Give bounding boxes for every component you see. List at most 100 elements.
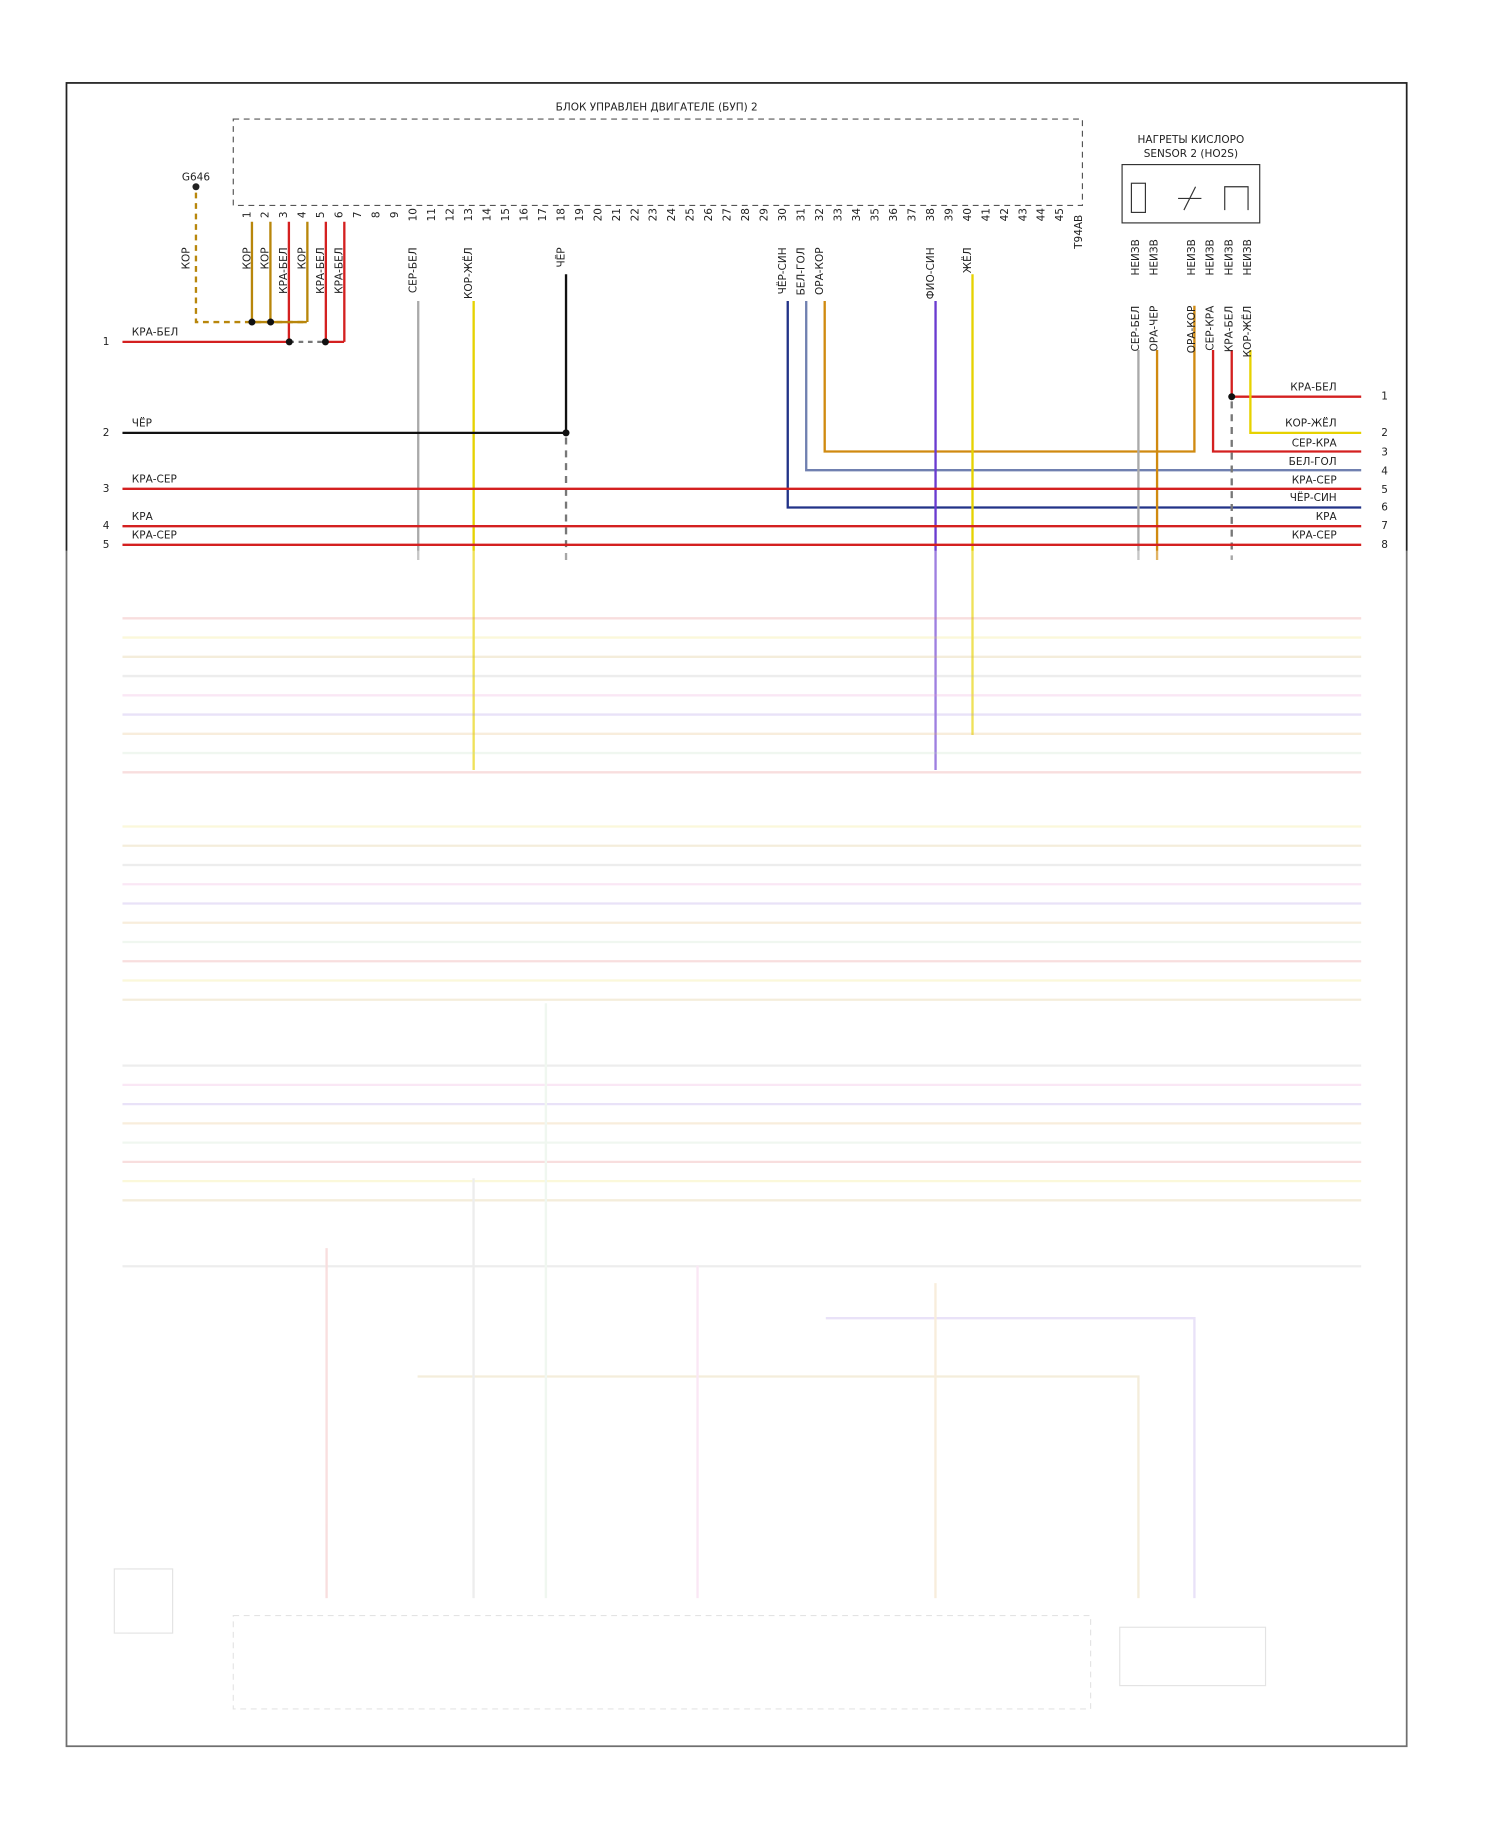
pin-number: 13 xyxy=(463,208,475,221)
pin-number: 29 xyxy=(759,208,771,221)
pin-number: 30 xyxy=(777,208,789,221)
pin-number: 21 xyxy=(611,208,623,221)
wire-label: СЕР-БЕЛ xyxy=(1130,306,1142,352)
connector-pin: 8 xyxy=(1381,539,1388,551)
splice xyxy=(285,338,293,346)
pin-number: 7 xyxy=(352,211,364,218)
connector-pin: 2 xyxy=(1381,427,1388,439)
pin-number: 2 xyxy=(260,211,272,218)
pin-number: 33 xyxy=(833,208,845,221)
pin-number: 32 xyxy=(814,208,826,221)
sensor-pin: НЕИЗВ xyxy=(1149,239,1161,275)
ecu-box xyxy=(232,118,1084,206)
blur-overlay xyxy=(64,550,1429,1764)
wire-label: КОР xyxy=(260,247,272,269)
wire-label: КОР xyxy=(181,247,193,269)
pin-number: 28 xyxy=(740,208,752,221)
pin-number: 45 xyxy=(1054,208,1066,221)
connector-pin: 6 xyxy=(1381,502,1388,514)
faded-wire xyxy=(825,1316,1196,1599)
pin-number: 23 xyxy=(648,208,660,221)
wire-label: КОР-ЖЁЛ xyxy=(1285,417,1337,430)
splice xyxy=(248,318,256,326)
pin-number: 16 xyxy=(518,208,530,222)
sensor-pin: НЕИЗВ xyxy=(1186,239,1198,275)
wire-label: КРА-БЕЛ xyxy=(132,327,178,339)
wire-label: КРА xyxy=(1316,511,1338,523)
wire-label: КРА-БЕЛ xyxy=(278,247,290,293)
pin-number: 41 xyxy=(980,208,992,221)
wire-label: КРА-БЕЛ xyxy=(334,247,346,293)
faded-ecu xyxy=(232,1615,1092,1710)
wire-label: СЕР-КРА xyxy=(1292,437,1338,449)
faded-device xyxy=(113,1568,174,1634)
splice xyxy=(267,318,275,326)
connector-pin: 5 xyxy=(1381,484,1388,496)
pin-number: 4 xyxy=(297,211,309,218)
splice xyxy=(1228,393,1236,401)
wire-label: ЖЁЛ xyxy=(961,247,974,273)
wire-label: БЕЛ-ГОЛ xyxy=(796,247,808,295)
pin-number: 35 xyxy=(869,208,881,221)
pin-number: 31 xyxy=(796,208,808,221)
connector-pin: 1 xyxy=(1381,391,1388,403)
pin-number: 22 xyxy=(629,208,641,221)
wire xyxy=(786,301,1362,509)
connector-pin: 3 xyxy=(1381,447,1388,459)
connector-pin: 1 xyxy=(103,336,110,348)
wire-label: КОР-ЖЁЛ xyxy=(462,247,475,299)
pin-number: 42 xyxy=(999,208,1011,221)
ground-label: G646 xyxy=(182,171,210,183)
ground-symbol xyxy=(192,183,200,191)
faded-area xyxy=(113,617,1362,1710)
sensor-title: SENSOR 2 (HO2S) xyxy=(1144,148,1238,160)
wire-label: КРА-СЕР xyxy=(1292,530,1337,542)
sensor-resistor xyxy=(1130,182,1146,213)
pin-number: T94AB xyxy=(1073,215,1085,250)
wire-label: БЕЛ-ГОЛ xyxy=(1289,456,1337,468)
wire-label: ОРА-КОР xyxy=(1186,306,1198,354)
frame xyxy=(65,82,1408,1748)
faded-wire xyxy=(417,1375,1140,1599)
connector-pin: 7 xyxy=(1381,520,1388,532)
pin-number: 15 xyxy=(500,208,512,221)
connector-pin: 2 xyxy=(103,427,110,439)
pin-number: 18 xyxy=(555,208,567,221)
wire xyxy=(823,301,1196,453)
pin-number: 20 xyxy=(592,208,604,221)
wire-label: КОР-ЖЁЛ xyxy=(1241,306,1254,358)
pin-number: 39 xyxy=(943,208,955,221)
pin-number: 34 xyxy=(851,208,863,222)
wire-label: ЧЁР xyxy=(554,247,567,267)
wire-label: КРА xyxy=(132,511,154,523)
pin-number: 12 xyxy=(445,208,457,221)
wire-label: КОР xyxy=(241,247,253,269)
faded-sensor xyxy=(1119,1626,1267,1687)
pin-number: 36 xyxy=(888,208,900,222)
splice xyxy=(321,338,329,346)
pin-number: 3 xyxy=(278,211,290,218)
pin-number: 24 xyxy=(666,208,678,222)
sensor-symbol xyxy=(1178,186,1249,211)
wire-label: КРА-БЕЛ xyxy=(1223,306,1235,352)
pin-number: 44 xyxy=(1036,208,1048,222)
sensor-pin: НЕИЗВ xyxy=(1130,239,1142,275)
sensor-title: НАГРЕТЫ КИСЛОРО xyxy=(1138,134,1245,146)
pin-number: 38 xyxy=(925,208,937,221)
wire xyxy=(1211,350,1362,453)
pin-number: 6 xyxy=(334,211,346,218)
sensor-pin: НЕИЗВ xyxy=(1205,239,1217,275)
wire-label: КРА-СЕР xyxy=(132,530,177,542)
connector-pin: 3 xyxy=(103,483,110,495)
sensor-pin: НЕИЗВ xyxy=(1242,239,1254,275)
pin-number: 25 xyxy=(685,208,697,221)
pin-number: 26 xyxy=(703,208,715,222)
wire-label: СЕР-КРА xyxy=(1205,305,1217,351)
wire-label: ЧЁР xyxy=(132,417,152,430)
sensor-box xyxy=(1121,164,1261,224)
wire-label: ЧЁР-СИН xyxy=(776,247,789,294)
pin-number: 9 xyxy=(389,211,401,218)
pin-number: 27 xyxy=(722,208,734,221)
pin-number: 5 xyxy=(315,211,327,218)
